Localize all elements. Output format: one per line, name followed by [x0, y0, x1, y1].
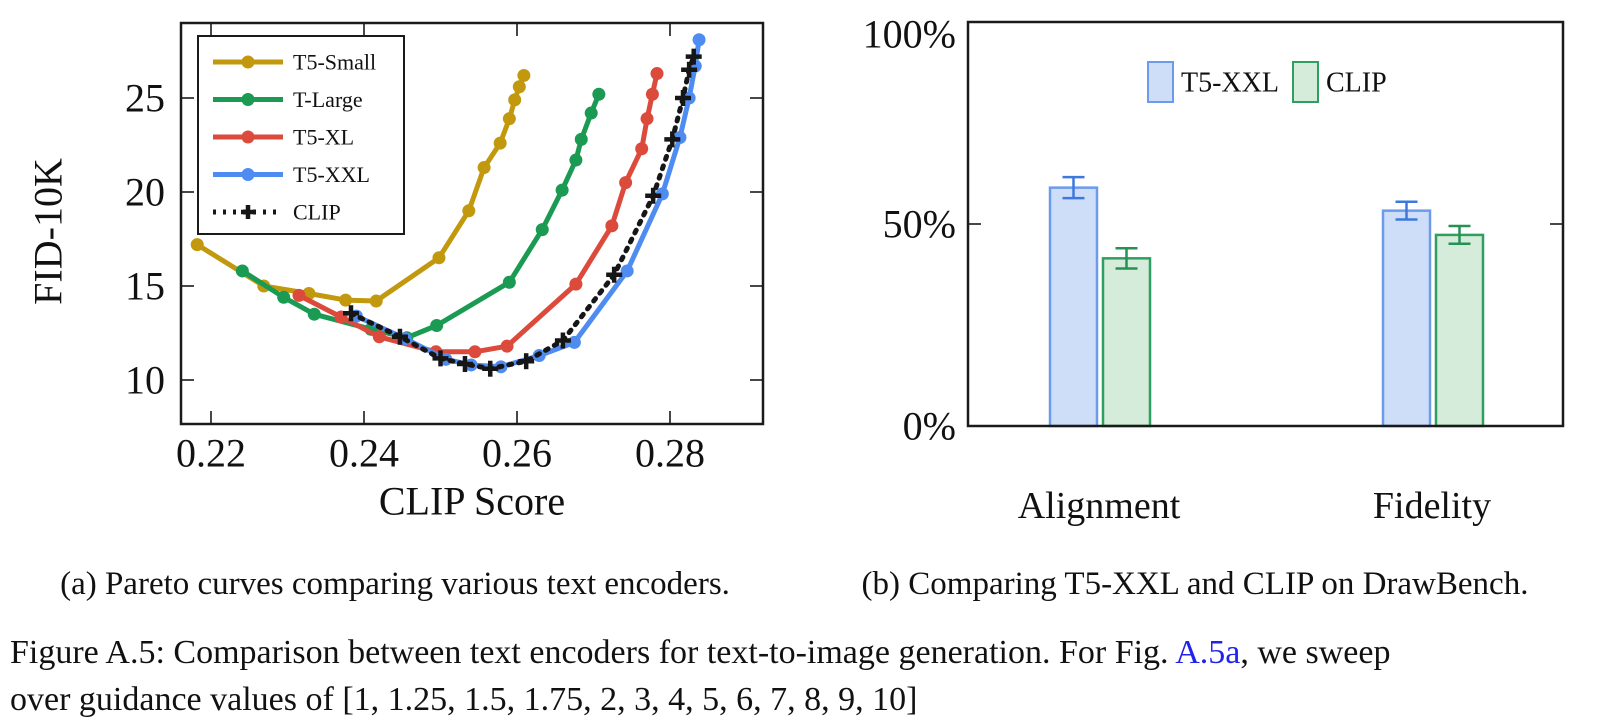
- marker-T5-XL: [650, 67, 664, 81]
- marker-T5-XXL: [692, 33, 706, 47]
- marker-T5-Small: [462, 204, 476, 218]
- marker-T5-Small: [512, 80, 526, 94]
- pareto-chart: 0.22 0.24 0.26 0.28 10 15 20 25 CLIP Score FID-10…: [26, 21, 765, 524]
- y-tick-label: 15: [125, 264, 165, 309]
- pareto-legend: T5-Small T-Large T5-XL T5-XXL CLIP: [197, 35, 405, 235]
- legend-label-T-Large: T-Large: [293, 87, 363, 112]
- y-axis-label: FID-10K: [26, 158, 71, 305]
- x-axis-label: CLIP Score: [379, 479, 565, 524]
- y-tick-label: 25: [125, 76, 165, 121]
- marker-T5-XL: [500, 339, 514, 353]
- figure-caption-prefix: Figure A.5: Comparison between text enco…: [10, 634, 1176, 671]
- category-label-Fidelity: Fidelity: [1373, 485, 1491, 527]
- figure-ref-link[interactable]: A.5a: [1175, 634, 1241, 671]
- legend-marker-T-Large: [241, 93, 255, 106]
- legend-marker-T5-Small: [241, 55, 255, 69]
- legend-marker-T5-XL: [241, 130, 255, 144]
- bar-CLIP-Alignment: [1101, 257, 1152, 428]
- marker-T5-XXL: [620, 264, 634, 278]
- marker-T-Large: [555, 183, 569, 197]
- legend-swatch-T5-XXL: [1147, 61, 1174, 103]
- marker-T5-Small: [517, 68, 531, 82]
- bar-T5-XXL-Alignment: [1048, 186, 1099, 428]
- marker-T5-XL: [292, 288, 306, 302]
- bar-T5-XXL-Fidelity: [1381, 209, 1432, 428]
- x-tick-label: 0.22: [176, 431, 246, 476]
- marker-T5-Small: [508, 93, 522, 107]
- marker-T5-Small: [477, 161, 491, 175]
- marker-T-Large: [430, 318, 444, 332]
- legend-label-T5-XL: T5-XL: [293, 125, 354, 150]
- marker-T-Large: [235, 264, 249, 278]
- figure-caption-line1: Figure A.5: Comparison between text enco…: [10, 629, 1610, 676]
- figure-caption: Figure A.5: Comparison between text enco…: [10, 629, 1610, 723]
- marker-T-Large: [307, 307, 321, 321]
- marker-T-Large: [502, 275, 516, 289]
- marker-T5-XL: [640, 112, 654, 126]
- marker-T-Large: [584, 106, 598, 120]
- subcaption-b: (b) Comparing T5-XXL and CLIP on DrawBen…: [861, 566, 1529, 602]
- marker-T-Large: [574, 132, 588, 146]
- marker-T5-XL: [468, 345, 482, 359]
- category-label-Alignment: Alignment: [1018, 485, 1181, 527]
- x-tick-label: 0.24: [329, 431, 399, 476]
- marker-T-Large: [535, 223, 549, 237]
- marker-T5-Small: [502, 112, 516, 126]
- y-tick-label: 100%: [863, 12, 956, 57]
- marker-T5-XL: [605, 219, 619, 233]
- legend-label-CLIP: CLIP: [293, 200, 341, 225]
- marker-T-Large: [592, 87, 606, 101]
- figure-caption-line2: over guidance values of [1, 1.25, 1.5, 1…: [10, 681, 918, 718]
- marker-T5-Small: [369, 294, 383, 308]
- x-tick-label: 0.26: [482, 431, 552, 476]
- bar-CLIP-Fidelity: [1434, 233, 1485, 428]
- marker-T5-XXL: [567, 335, 581, 349]
- y-tick-label: 0%: [903, 404, 956, 449]
- marker-T5-Small: [493, 136, 507, 150]
- y-tick-label: 10: [125, 358, 165, 403]
- marker-T5-Small: [432, 251, 446, 265]
- x-tick-label: 0.28: [635, 431, 705, 476]
- marker-T5-XL: [619, 176, 633, 190]
- plot-frame: [966, 20, 1565, 428]
- marker-T5-XL: [372, 330, 386, 344]
- figure-a5-charts: 0.22 0.24 0.26 0.28 10 15 20 25 CLIP Score FID-10…: [26, 12, 1565, 527]
- legend-label-CLIP: CLIP: [1326, 68, 1387, 99]
- legend-marker-T5-XXL: [241, 168, 255, 181]
- marker-T5-XL: [569, 277, 583, 291]
- marker-T-Large: [277, 290, 291, 304]
- marker-T5-Small: [339, 293, 353, 307]
- plot-frame: [179, 21, 765, 426]
- y-tick-label: 20: [125, 170, 165, 215]
- y-tick-label: 50%: [883, 202, 956, 247]
- legend-label-T5-XXL: T5-XXL: [293, 162, 370, 187]
- figure-caption-suffix: , we sweep: [1240, 634, 1391, 671]
- legend-label-T5-XXL: T5-XXL: [1181, 68, 1279, 99]
- marker-T5-XL: [635, 142, 649, 156]
- marker-T-Large: [569, 153, 583, 167]
- subcaption-a: (a) Pareto curves comparing various text…: [60, 566, 730, 602]
- legend-swatch-CLIP: [1292, 61, 1319, 103]
- marker-T5-Small: [190, 238, 204, 252]
- marker-T5-XL: [645, 87, 659, 101]
- drawbench-bar-chart: 0% 50% 100% Alignment Fidelity T5-XXL CLIP: [863, 12, 1565, 527]
- legend-label-T5-Small: T5-Small: [293, 50, 376, 75]
